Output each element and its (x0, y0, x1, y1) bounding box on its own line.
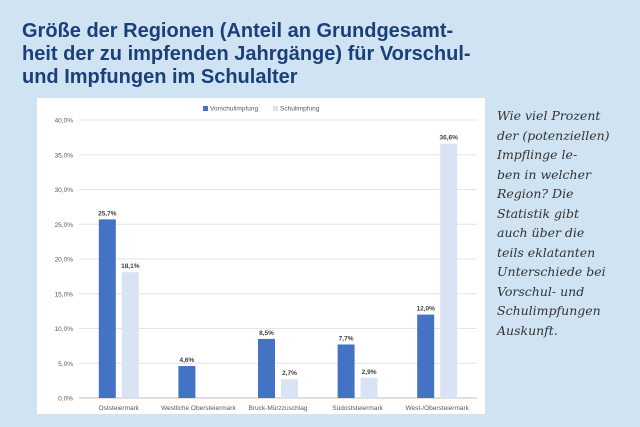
data-label: 36,6% (439, 135, 458, 142)
x-tick-label: West-/Obersteiermark (405, 405, 469, 412)
bar-vorschulimpfung (98, 219, 116, 398)
x-tick-label: Westliche Obersteiermark (161, 405, 236, 412)
bar-schulimpfung (281, 379, 298, 398)
y-tick-label: 10,0% (55, 326, 74, 333)
legend-label: Vorschulimpfung (210, 106, 258, 113)
data-label: 8,5% (259, 330, 274, 337)
description-text: Wie viel Prozent der (potenziellen) Impf… (497, 108, 610, 338)
data-label: 7,7% (339, 335, 354, 342)
y-tick-label: 0,0% (58, 396, 73, 403)
data-label: 4,6% (179, 357, 194, 364)
data-label: 2,9% (362, 369, 377, 376)
legend-swatch (273, 106, 278, 111)
bar-vorschulimpfung (258, 338, 275, 398)
bar-vorschulimpfung (337, 344, 355, 398)
data-label: 18,1% (121, 263, 140, 270)
y-tick-label: 5,0% (58, 361, 73, 368)
x-tick-label: Südoststeiermark (332, 405, 383, 412)
data-label: 12,0% (416, 306, 435, 313)
y-tick-label: 20,0% (55, 257, 74, 264)
page-title: Größe der Regionen (Anteil an Grundgesam… (22, 20, 471, 88)
legend-label: Schulimpfung (280, 106, 320, 113)
bar-chart: 0,0% 5,0% 10,0% 15,0% 20,0% 25,0% 30,0% 35,0% 40… (55, 106, 477, 412)
x-tick-label: Oststeiermark (99, 405, 140, 412)
x-tick-label: Bruck-Mürzzuschlag (249, 405, 308, 412)
y-tick-label: 15,0% (55, 291, 74, 298)
y-tick-label: 30,0% (55, 187, 74, 194)
bar-schulimpfung (360, 377, 378, 398)
bar-vorschulimpfung (417, 314, 435, 398)
data-label: 25,7% (98, 210, 117, 217)
y-tick-label: 40,0% (55, 118, 74, 125)
data-label: 2,7% (282, 370, 297, 377)
bar-schulimpfung (121, 272, 139, 398)
bar-schulimpfung (440, 143, 458, 398)
y-tick-label: 35,0% (55, 152, 74, 159)
legend-swatch (203, 106, 208, 111)
chart-panel: 0,0% 5,0% 10,0% 15,0% 20,0% 25,0% 30,0% 35,0% 40… (37, 98, 485, 414)
bar-vorschulimpfung (178, 366, 196, 398)
y-tick-label: 25,0% (55, 222, 74, 229)
